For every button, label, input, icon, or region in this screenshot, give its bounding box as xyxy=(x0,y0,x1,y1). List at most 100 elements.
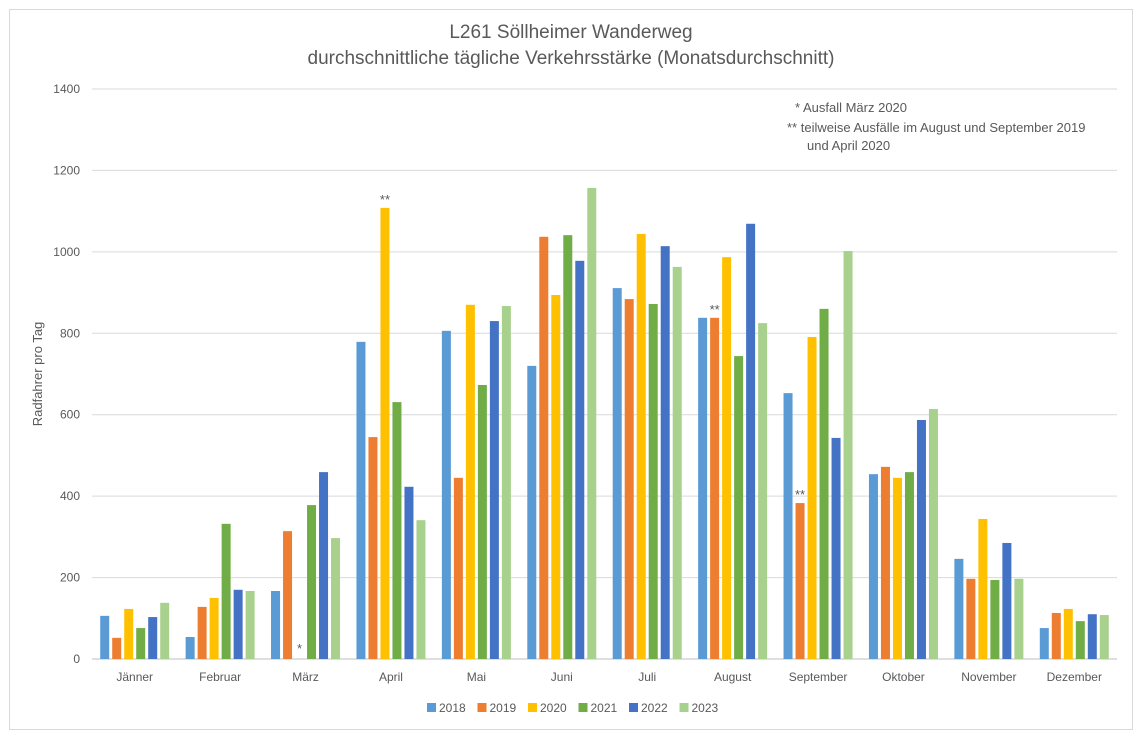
bar-2018-Juni xyxy=(527,365,537,659)
bar-2021-Oktober xyxy=(904,472,914,659)
bar-2021-März xyxy=(307,505,317,659)
y-tick-label: 0 xyxy=(73,652,80,666)
bar-2019-Juni xyxy=(539,236,549,660)
bar-2019-November xyxy=(966,578,976,659)
chart-frame xyxy=(9,9,1133,730)
bar-2019-April xyxy=(368,437,378,659)
bar-2022-Oktober xyxy=(916,420,926,659)
bar-2023-Juni xyxy=(587,187,597,659)
legend-swatch xyxy=(679,703,689,712)
bar-2020-Dezember xyxy=(1063,608,1073,659)
bar-2023-Mai xyxy=(501,306,511,659)
legend-label: 2022 xyxy=(641,701,668,715)
bar-2018-Juli xyxy=(612,288,622,659)
legend-item-2020: 2020 xyxy=(528,701,567,715)
legend-swatch xyxy=(528,703,537,712)
legend-item-2019: 2019 xyxy=(477,701,517,715)
bar-2023-Februar xyxy=(245,591,255,659)
bar-2023-Oktober xyxy=(928,409,938,659)
bar-2018-Dezember xyxy=(1039,628,1049,659)
bar-2020-Februar xyxy=(209,597,219,659)
y-tick-label: 400 xyxy=(60,489,80,503)
x-tick-label: April xyxy=(379,670,403,684)
legend-swatch xyxy=(477,703,487,712)
note-2: ** teilweise Ausfälle im August und Sept… xyxy=(787,120,1085,135)
y-tick-label: 1400 xyxy=(53,82,80,96)
bar-2018-April xyxy=(356,341,366,659)
bar-2021-August xyxy=(734,356,744,659)
x-tick-label: Juli xyxy=(638,670,656,684)
x-tick-label: November xyxy=(961,670,1016,684)
bar-2019-Februar xyxy=(197,606,207,659)
y-tick-label: 600 xyxy=(60,408,80,422)
note-3: und April 2020 xyxy=(807,138,890,153)
y-axis-label: Radfahrer pro Tag xyxy=(30,322,45,427)
bar-2020-September xyxy=(807,336,817,659)
bar-2022-Juli xyxy=(660,246,670,659)
bar-2022-Jänner xyxy=(148,617,158,659)
bar-2020-Jänner xyxy=(124,608,134,659)
y-tick-label: 200 xyxy=(60,571,80,585)
bar-2019-März xyxy=(283,531,293,659)
bar-2021-September xyxy=(819,308,829,659)
bar-2019-Juli xyxy=(624,299,634,659)
bar-2022-März xyxy=(319,472,329,659)
bar-2023-Jänner xyxy=(160,602,170,659)
x-tick-label: September xyxy=(789,670,848,684)
bar-2022-September xyxy=(831,437,841,659)
legend-label: 2023 xyxy=(692,701,719,715)
bar-2018-Jänner xyxy=(100,615,110,659)
bar-2020-Mai xyxy=(465,304,475,659)
bar-2018-September xyxy=(783,393,793,659)
bar-2020-November xyxy=(978,518,988,659)
y-tick-label: 1200 xyxy=(53,163,80,177)
bar-2019-September xyxy=(795,503,805,659)
bar-2019-Oktober xyxy=(880,466,890,659)
note-1: * Ausfall März 2020 xyxy=(795,100,907,115)
legend-swatch xyxy=(427,703,436,712)
bar-2018-November xyxy=(954,558,964,659)
bar-2018-Mai xyxy=(441,330,451,659)
bar-2021-Dezember xyxy=(1075,621,1085,659)
bar-2020-Oktober xyxy=(892,477,902,659)
bar-annotation: ** xyxy=(380,192,390,207)
bar-2021-April xyxy=(392,402,402,659)
bar-2021-November xyxy=(990,580,1000,659)
bar-2023-November xyxy=(1014,578,1024,659)
legend-item-2023: 2023 xyxy=(679,701,719,715)
bar-2019-Dezember xyxy=(1051,612,1061,659)
bar-2022-Mai xyxy=(489,321,499,659)
legend-item-2018: 2018 xyxy=(427,701,466,715)
bar-2020-August xyxy=(722,257,732,659)
bar-annotation: ** xyxy=(795,487,805,502)
bar-annotation: * xyxy=(297,641,302,656)
legend-label: 2021 xyxy=(591,701,618,715)
x-tick-label: Oktober xyxy=(882,670,925,684)
bar-2018-März xyxy=(271,591,281,659)
legend-label: 2018 xyxy=(439,701,466,715)
bar-2021-Februar xyxy=(221,523,231,659)
bar-2018-Februar xyxy=(185,637,195,659)
bar-2020-Juni xyxy=(551,295,561,659)
bar-2019-August xyxy=(710,317,720,659)
bar-2019-Mai xyxy=(453,477,463,659)
legend-label: 2019 xyxy=(490,701,517,715)
bar-2018-August xyxy=(698,317,708,659)
x-tick-label: Mai xyxy=(467,670,486,684)
bar-2023-März xyxy=(331,538,341,659)
bar-2023-April xyxy=(416,520,426,659)
bar-2021-Jänner xyxy=(136,628,146,659)
bar-2022-Dezember xyxy=(1087,614,1097,659)
chart-subtitle: durchschnittliche tägliche Verkehrsstärk… xyxy=(308,48,835,69)
x-tick-label: Dezember xyxy=(1047,670,1102,684)
y-tick-label: 1000 xyxy=(53,245,80,259)
x-tick-label: August xyxy=(714,670,752,684)
bar-2022-Juni xyxy=(575,260,585,659)
x-tick-label: Jänner xyxy=(116,670,153,684)
x-tick-label: Februar xyxy=(199,670,241,684)
bar-2022-August xyxy=(746,223,756,659)
x-tick-label: Juni xyxy=(551,670,573,684)
y-tick-label: 800 xyxy=(60,326,80,340)
bar-2023-August xyxy=(758,323,768,659)
